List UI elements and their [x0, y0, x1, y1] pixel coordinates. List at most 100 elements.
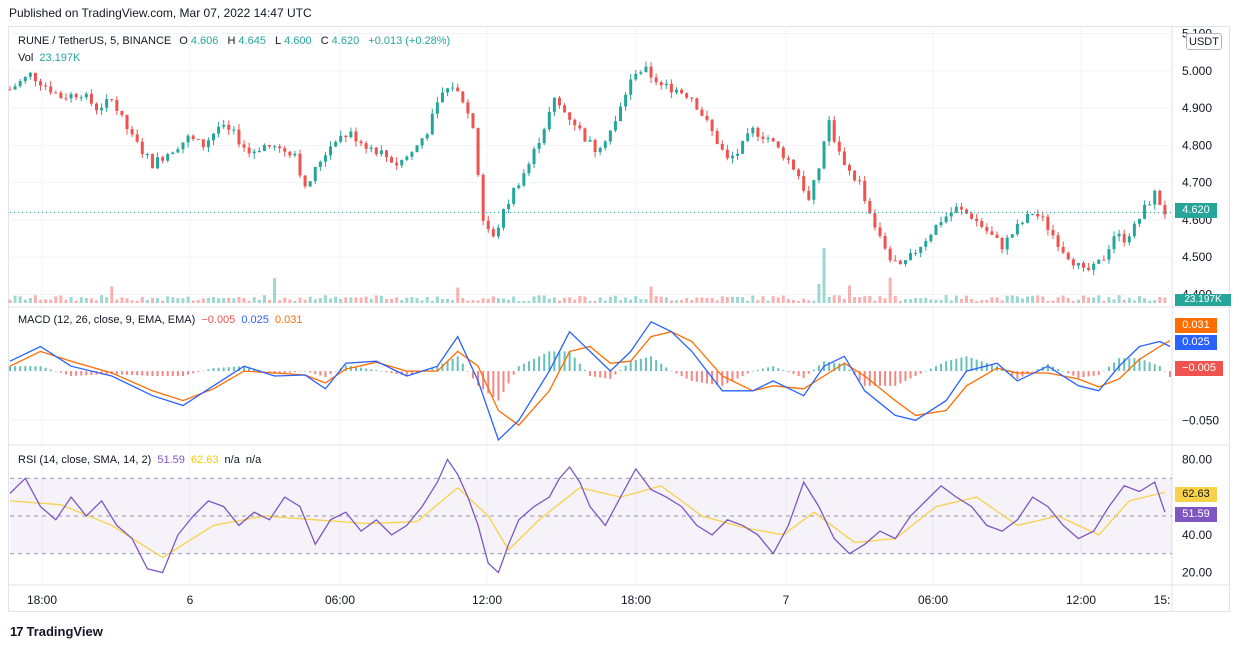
- candle-body: [1061, 246, 1065, 253]
- candle-body: [812, 180, 816, 200]
- volume-bar: [379, 295, 383, 303]
- candle-body: [33, 72, 37, 82]
- candle-body: [339, 135, 343, 142]
- volume-bar: [914, 298, 918, 303]
- candle-body: [720, 143, 724, 150]
- volume-bar: [888, 277, 892, 303]
- volume-bar: [919, 298, 923, 303]
- volume-bar: [359, 297, 363, 303]
- candle-body: [766, 138, 770, 140]
- macd-histogram-bar: [1148, 362, 1151, 372]
- macd-histogram-bar: [690, 371, 693, 381]
- macd-histogram-bar: [471, 371, 474, 379]
- macd-histogram-bar: [879, 371, 881, 386]
- candle-body: [888, 248, 892, 261]
- macd-histogram-bar: [650, 356, 653, 372]
- volume-bar: [456, 287, 460, 303]
- volume-bar: [110, 286, 114, 303]
- rsi-tick-label: 40.00: [1182, 528, 1212, 542]
- candle-body: [853, 170, 857, 181]
- volume-bar: [725, 297, 729, 303]
- candle-body: [949, 212, 953, 217]
- macd-histogram-bar: [1072, 371, 1075, 376]
- volume-bar: [542, 295, 546, 303]
- volume-bar: [120, 297, 124, 303]
- macd-histogram-bar: [634, 360, 637, 372]
- volume-bar: [1061, 295, 1065, 303]
- macd-label[interactable]: MACD (12, 26, close, 9, EMA, EMA): [18, 314, 196, 326]
- macd-histogram-bar: [1153, 364, 1156, 372]
- volume-bar: [420, 300, 424, 303]
- volume-bar: [1153, 300, 1157, 303]
- candle-body: [476, 128, 480, 175]
- close-label: C: [320, 35, 329, 47]
- candle-body: [222, 124, 226, 127]
- macd-histogram-bar: [583, 369, 586, 372]
- volume-bar: [1082, 295, 1086, 303]
- rsi-ma-badge: 62.63: [1175, 487, 1217, 502]
- volume-bar: [608, 296, 612, 303]
- time-tick-label: 6: [187, 593, 194, 607]
- volume-bar: [1102, 300, 1106, 303]
- candle-body: [313, 166, 317, 182]
- macd-histogram-bar: [14, 366, 17, 372]
- candle-body: [512, 187, 516, 204]
- macd-histogram-bar: [960, 357, 963, 372]
- macd-signal-badge: 0.031: [1175, 318, 1217, 333]
- time-tick-label: 12:00: [472, 593, 502, 607]
- macd-histogram-bar: [263, 371, 266, 372]
- macd-histogram-bar: [644, 357, 647, 372]
- volume-bar: [318, 298, 322, 303]
- volume-bar: [858, 296, 862, 303]
- macd-histogram-bar: [675, 371, 678, 374]
- volume-bar: [471, 300, 475, 303]
- candle-body: [456, 87, 460, 92]
- macd-hist-badge: −0.005: [1175, 361, 1223, 376]
- macd-histogram-bar: [848, 369, 851, 372]
- volume-bar: [384, 298, 388, 303]
- rsi-label[interactable]: RSI (14, close, SMA, 14, 2): [18, 454, 152, 466]
- volume-bar: [746, 300, 750, 303]
- macd-histogram-bar: [24, 366, 27, 372]
- volume-bar: [1020, 298, 1024, 303]
- macd-histogram-bar: [914, 371, 917, 376]
- candle-body: [1153, 190, 1157, 205]
- candle-body: [547, 111, 551, 130]
- candle-body: [471, 113, 475, 129]
- macd-histogram-bar: [716, 371, 719, 386]
- candle-body: [786, 158, 790, 160]
- volume-bar: [313, 299, 317, 303]
- candle-body: [415, 145, 419, 153]
- volume-legend: Vol 23.197K: [18, 52, 83, 64]
- volume-bar: [69, 297, 73, 303]
- macd-histogram-bar: [639, 358, 642, 372]
- macd-histogram-bar: [375, 370, 378, 372]
- volume-bar: [390, 298, 394, 303]
- volume-bar: [1031, 295, 1035, 303]
- macd-histogram-bar: [731, 371, 734, 381]
- candle-body: [186, 135, 190, 143]
- currency-button[interactable]: USDT: [1186, 33, 1222, 50]
- rsi-line: [9, 458, 1166, 574]
- macd-histogram-bar: [777, 368, 780, 372]
- volume-bar: [242, 297, 246, 303]
- volume-label[interactable]: Vol: [18, 52, 34, 64]
- macd-histogram-bar: [838, 363, 841, 372]
- low-value: 4.600: [284, 35, 312, 47]
- candle-body: [440, 92, 444, 103]
- candle-body: [603, 141, 607, 148]
- brand-footer[interactable]: 17 TradingView: [10, 624, 103, 639]
- macd-histogram-bar: [299, 371, 301, 372]
- candle-body: [624, 94, 628, 107]
- macd-histogram-bar: [858, 371, 861, 381]
- candle-body: [369, 147, 373, 149]
- symbol-label[interactable]: RUNE / TetherUS, 5, BINANCE: [18, 35, 172, 47]
- candle-body: [583, 128, 587, 142]
- candle-body: [929, 234, 933, 242]
- volume-bar: [1158, 296, 1162, 303]
- candle-body: [619, 106, 623, 122]
- candle-body: [105, 99, 109, 108]
- candle-body: [868, 200, 872, 214]
- volume-bar: [863, 296, 867, 303]
